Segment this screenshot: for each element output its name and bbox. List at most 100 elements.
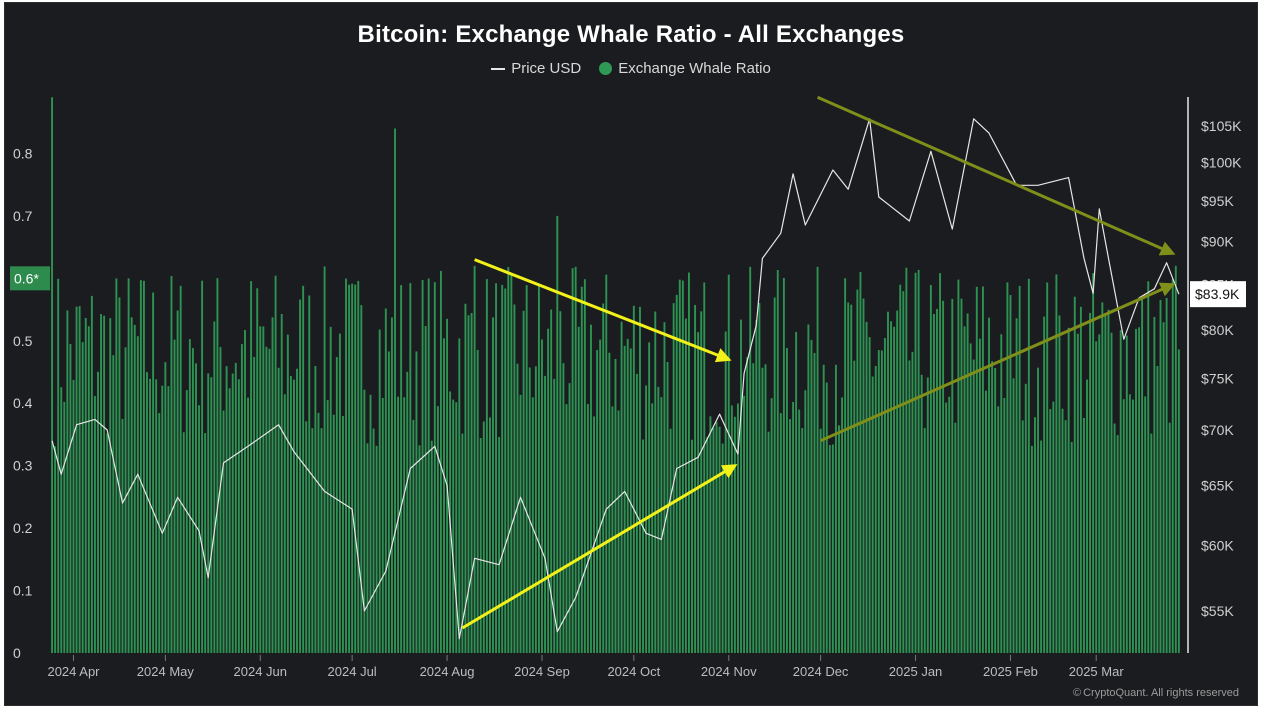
whale-ratio-bar [185, 390, 188, 653]
whale-ratio-bar [1030, 445, 1033, 653]
whale-ratio-bar [136, 336, 139, 653]
whale-ratio-bar [378, 329, 381, 653]
whale-ratio-bar [188, 339, 191, 653]
y-left-current-badge [10, 266, 50, 291]
whale-ratio-bar [733, 416, 736, 653]
x-tick-label: 2024 Dec [793, 664, 849, 679]
whale-ratio-bar [672, 303, 675, 653]
whale-ratio-bar [1067, 327, 1070, 653]
whale-ratio-bar [182, 432, 185, 653]
whale-ratio-bar [1003, 397, 1006, 653]
whale-ratio-bar [831, 444, 834, 653]
whale-ratio-bar [902, 291, 905, 653]
whale-ratio-bar [198, 405, 200, 653]
whale-ratio-bar [234, 362, 237, 653]
whale-ratio-bar [363, 389, 366, 653]
whale-ratio-bar [859, 271, 862, 653]
whale-ratio-bar [844, 278, 847, 653]
whale-ratio-bar [161, 385, 164, 653]
y-left-tick-label: 0.2 [13, 520, 33, 536]
legend: Price USD Exchange Whale Ratio [5, 60, 1257, 77]
whale-ratio-bar [1110, 332, 1113, 653]
y-right-tick-label: $100K [1201, 154, 1242, 170]
whale-ratio-bar [997, 406, 1000, 653]
whale-ratio-bar [458, 338, 461, 653]
legend-item-whale-ratio[interactable]: Exchange Whale Ratio [599, 60, 771, 77]
whale-ratio-bar [332, 414, 335, 653]
whale-ratio-bar [207, 373, 210, 653]
whale-ratio-bar [724, 331, 727, 653]
whale-ratio-bar [106, 433, 109, 653]
trend-arrow [820, 282, 1176, 443]
y-left-current-label: 0.6* [14, 270, 39, 286]
whale-ratio-bar [412, 419, 415, 653]
y-left-tick-label: 0.3 [13, 458, 33, 474]
whale-ratio-bar [614, 358, 617, 653]
whale-ratio-bar [877, 350, 880, 653]
whale-ratio-bar [862, 298, 865, 653]
whale-ratio-bar [593, 416, 595, 653]
whale-ratio-bar [770, 398, 773, 653]
whale-ratio-bar [118, 297, 121, 653]
whale-ratio-bar [795, 331, 798, 653]
whale-ratio-bar [1064, 420, 1067, 653]
whale-ratio-bar [320, 428, 323, 653]
whale-ratio-bar [1101, 302, 1104, 653]
whale-ratio-bars [51, 97, 1180, 654]
whale-ratio-bar [681, 280, 684, 653]
whale-ratio-bar [960, 298, 963, 653]
whale-ratio-bar [893, 326, 896, 653]
whale-ratio-bar [406, 371, 409, 653]
whale-ratio-bar [1079, 306, 1082, 653]
whale-ratio-bar [256, 288, 259, 653]
whale-ratio-bar [1125, 335, 1128, 653]
whale-ratio-bar [807, 324, 810, 653]
whale-ratio-bar [375, 445, 378, 653]
whale-ratio-bar [476, 349, 479, 653]
trend-arrow [461, 464, 738, 630]
whale-ratio-bar [583, 279, 586, 653]
whale-ratio-bar [951, 298, 954, 653]
whale-ratio-bar [247, 397, 249, 653]
whale-ratio-bar [688, 272, 690, 653]
whale-ratio-bar [479, 437, 482, 653]
whale-ratio-bar [782, 277, 785, 653]
y-right-tick-label: $105K [1201, 118, 1242, 134]
whale-ratio-bar [896, 310, 899, 653]
whale-ratio-bar [225, 366, 228, 653]
whale-ratio-bar [1061, 408, 1064, 653]
whale-ratio-bar [63, 401, 66, 653]
whale-ratio-bar [87, 326, 90, 653]
whale-ratio-bar [280, 314, 283, 653]
chart-plot[interactable]: 00.10.20.30.40.50.60.70.80.6*$55K$60K$65… [5, 3, 1259, 707]
whale-ratio-bar [556, 215, 559, 653]
trend-arrow [816, 95, 1176, 256]
whale-ratio-bar [577, 326, 580, 653]
legend-item-price[interactable]: Price USD [491, 60, 581, 77]
whale-ratio-bar [905, 267, 908, 653]
price-line [51, 118, 1180, 640]
whale-ratio-bar [1043, 316, 1046, 653]
y-right-current-label: $83.9K [1195, 286, 1240, 302]
whale-ratio-bar [1171, 278, 1174, 653]
y-left-tick-label: 0.7 [13, 208, 33, 224]
whale-ratio-bar [1122, 399, 1125, 653]
whale-ratio-bar [482, 421, 485, 653]
whale-ratio-bar [654, 311, 657, 653]
whale-ratio-bar [740, 319, 742, 653]
whale-ratio-bar [1144, 396, 1147, 653]
whale-ratio-bar [142, 280, 145, 653]
whale-ratio-bar [773, 297, 776, 653]
whale-ratio-bar [709, 416, 712, 653]
whale-ratio-bar [54, 446, 57, 653]
y-left-tick-label: 0.4 [13, 395, 33, 411]
whale-ratio-bar [684, 318, 687, 653]
whale-ratio-bar [439, 270, 442, 653]
x-tick-label: 2024 Sep [514, 664, 570, 679]
whale-ratio-bar [103, 315, 106, 653]
whale-ratio-bar [69, 343, 72, 653]
whale-ratio-bar [418, 445, 421, 653]
whale-ratio-bar [553, 378, 556, 653]
y-left-tick-label: 0.8 [13, 145, 33, 161]
whale-ratio-bar [715, 421, 718, 653]
